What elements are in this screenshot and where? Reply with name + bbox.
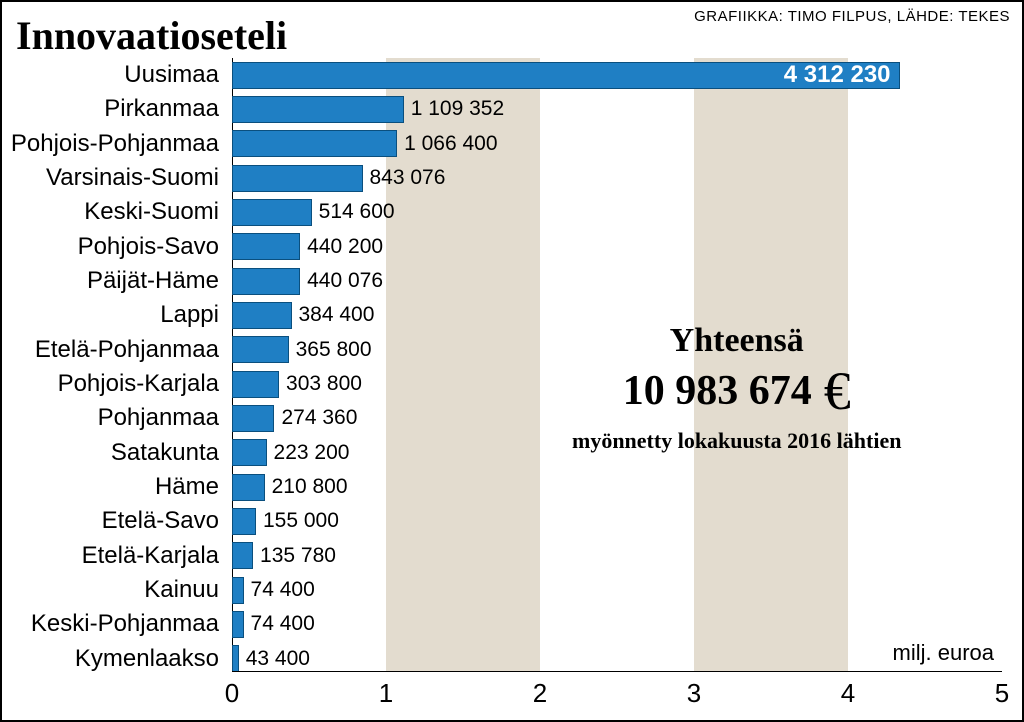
bar-value: 440 076 <box>307 269 383 293</box>
bar-value: 365 800 <box>296 338 372 362</box>
bar-value: 274 360 <box>281 406 357 430</box>
bar-value: 4 312 230 <box>784 61 891 89</box>
bar-rect: 4 312 230 <box>232 62 900 89</box>
x-tick: 5 <box>995 678 1009 709</box>
bar-value: 1 066 400 <box>404 132 497 156</box>
bar-label: Pohjanmaa <box>2 404 227 432</box>
bar-value: 384 400 <box>299 303 375 327</box>
bar-label: Varsinais-Suomi <box>2 164 227 192</box>
bar-label: Kainuu <box>2 576 227 604</box>
bar-label: Uusimaa <box>2 61 227 89</box>
bar-rect: 365 800 <box>232 336 289 363</box>
bar-label: Pohjois-Pohjanmaa <box>2 130 227 158</box>
bar-value: 843 076 <box>370 166 446 190</box>
bar-row: Varsinais-Suomi843 076 <box>2 161 1002 195</box>
bar-rect: 514 600 <box>232 199 312 226</box>
x-tick: 4 <box>841 678 855 709</box>
bar-row: Kainuu 74 400 <box>2 573 1002 607</box>
bar-label: Etelä-Pohjanmaa <box>2 336 227 364</box>
chart-container: GRAFIIKKA: TIMO FILPUS, LÄHDE: TEKES Inn… <box>0 0 1024 722</box>
total-callout: Yhteensä 10 983 674 € myönnetty lokakuus… <box>572 322 901 454</box>
bar-row: Keski-Suomi514 600 <box>2 195 1002 229</box>
bar-value: 303 800 <box>286 372 362 396</box>
bar-label: Satakunta <box>2 439 227 467</box>
bar-row: Pirkanmaa1 109 352 <box>2 92 1002 126</box>
bar-row: Etelä-Savo155 000 <box>2 504 1002 538</box>
bar-row: Uusimaa 4 312 230 <box>2 58 1002 92</box>
bar-label: Pirkanmaa <box>2 95 227 123</box>
bar-rect: 303 800 <box>232 371 279 398</box>
bar-rect: 74 400 <box>232 577 244 604</box>
bar-value: 210 800 <box>272 475 348 499</box>
bar-rect: 210 800 <box>232 474 265 501</box>
bar-rect: 223 200 <box>232 439 267 466</box>
euro-icon: € <box>824 364 851 418</box>
bar-label: Etelä-Karjala <box>2 542 227 570</box>
bar-rect: 440 200 <box>232 233 300 260</box>
x-tick: 2 <box>533 678 547 709</box>
bar-label: Pohjois-Savo <box>2 233 227 261</box>
bar-row: Pohjois-Pohjanmaa1 066 400 <box>2 127 1002 161</box>
bar-rect: 440 076 <box>232 268 300 295</box>
bar-label: Kymenlaakso <box>2 645 227 673</box>
bar-row: Häme210 800 <box>2 470 1002 504</box>
credit-line: GRAFIIKKA: TIMO FILPUS, LÄHDE: TEKES <box>694 8 1010 25</box>
bar-label: Pohjois-Karjala <box>2 370 227 398</box>
bar-rect: 74 400 <box>232 611 244 638</box>
bar-label: Etelä-Savo <box>2 507 227 535</box>
bar-value: 440 200 <box>307 235 383 259</box>
bar-label: Häme <box>2 473 227 501</box>
bar-value: 135 780 <box>260 544 336 568</box>
bar-value: 1 109 352 <box>411 97 504 121</box>
bar-row: Pohjois-Savo440 200 <box>2 230 1002 264</box>
bar-value: 155 000 <box>263 509 339 533</box>
bar-rect: 843 076 <box>232 165 363 192</box>
bar-rect: 1 109 352 <box>232 96 404 123</box>
bar-rect: 155 000 <box>232 508 256 535</box>
unit-label: milj. euroa <box>893 640 994 666</box>
bar-value: 514 600 <box>319 200 395 224</box>
bar-rect: 135 780 <box>232 542 253 569</box>
bar-value: 43 400 <box>246 647 310 671</box>
total-amount: 10 983 674 <box>623 367 812 415</box>
bar-label: Päijät-Häme <box>2 267 227 295</box>
x-axis: 012345 <box>232 672 1002 720</box>
bar-row: Päijät-Häme440 076 <box>2 264 1002 298</box>
bar-rect: 43 400 <box>232 645 239 672</box>
bar-value: 74 400 <box>251 612 315 636</box>
total-subtext: myönnetty lokakuusta 2016 lähtien <box>572 428 901 454</box>
bar-label: Keski-Suomi <box>2 198 227 226</box>
bar-value: 74 400 <box>251 578 315 602</box>
total-amount-row: 10 983 674 € <box>572 364 901 418</box>
bar-rect: 274 360 <box>232 405 274 432</box>
bar-rect: 1 066 400 <box>232 130 397 157</box>
x-tick: 3 <box>687 678 701 709</box>
bar-row: Etelä-Karjala135 780 <box>2 539 1002 573</box>
x-tick: 0 <box>225 678 239 709</box>
bar-row: Keski-Pohjanmaa 74 400 <box>2 607 1002 641</box>
x-tick: 1 <box>379 678 393 709</box>
total-label: Yhteensä <box>572 322 901 360</box>
bar-label: Lappi <box>2 301 227 329</box>
bar-value: 223 200 <box>274 441 350 465</box>
chart-title: Innovaatioseteli <box>16 12 287 59</box>
bar-rect: 384 400 <box>232 302 292 329</box>
bar-label: Keski-Pohjanmaa <box>2 610 227 638</box>
